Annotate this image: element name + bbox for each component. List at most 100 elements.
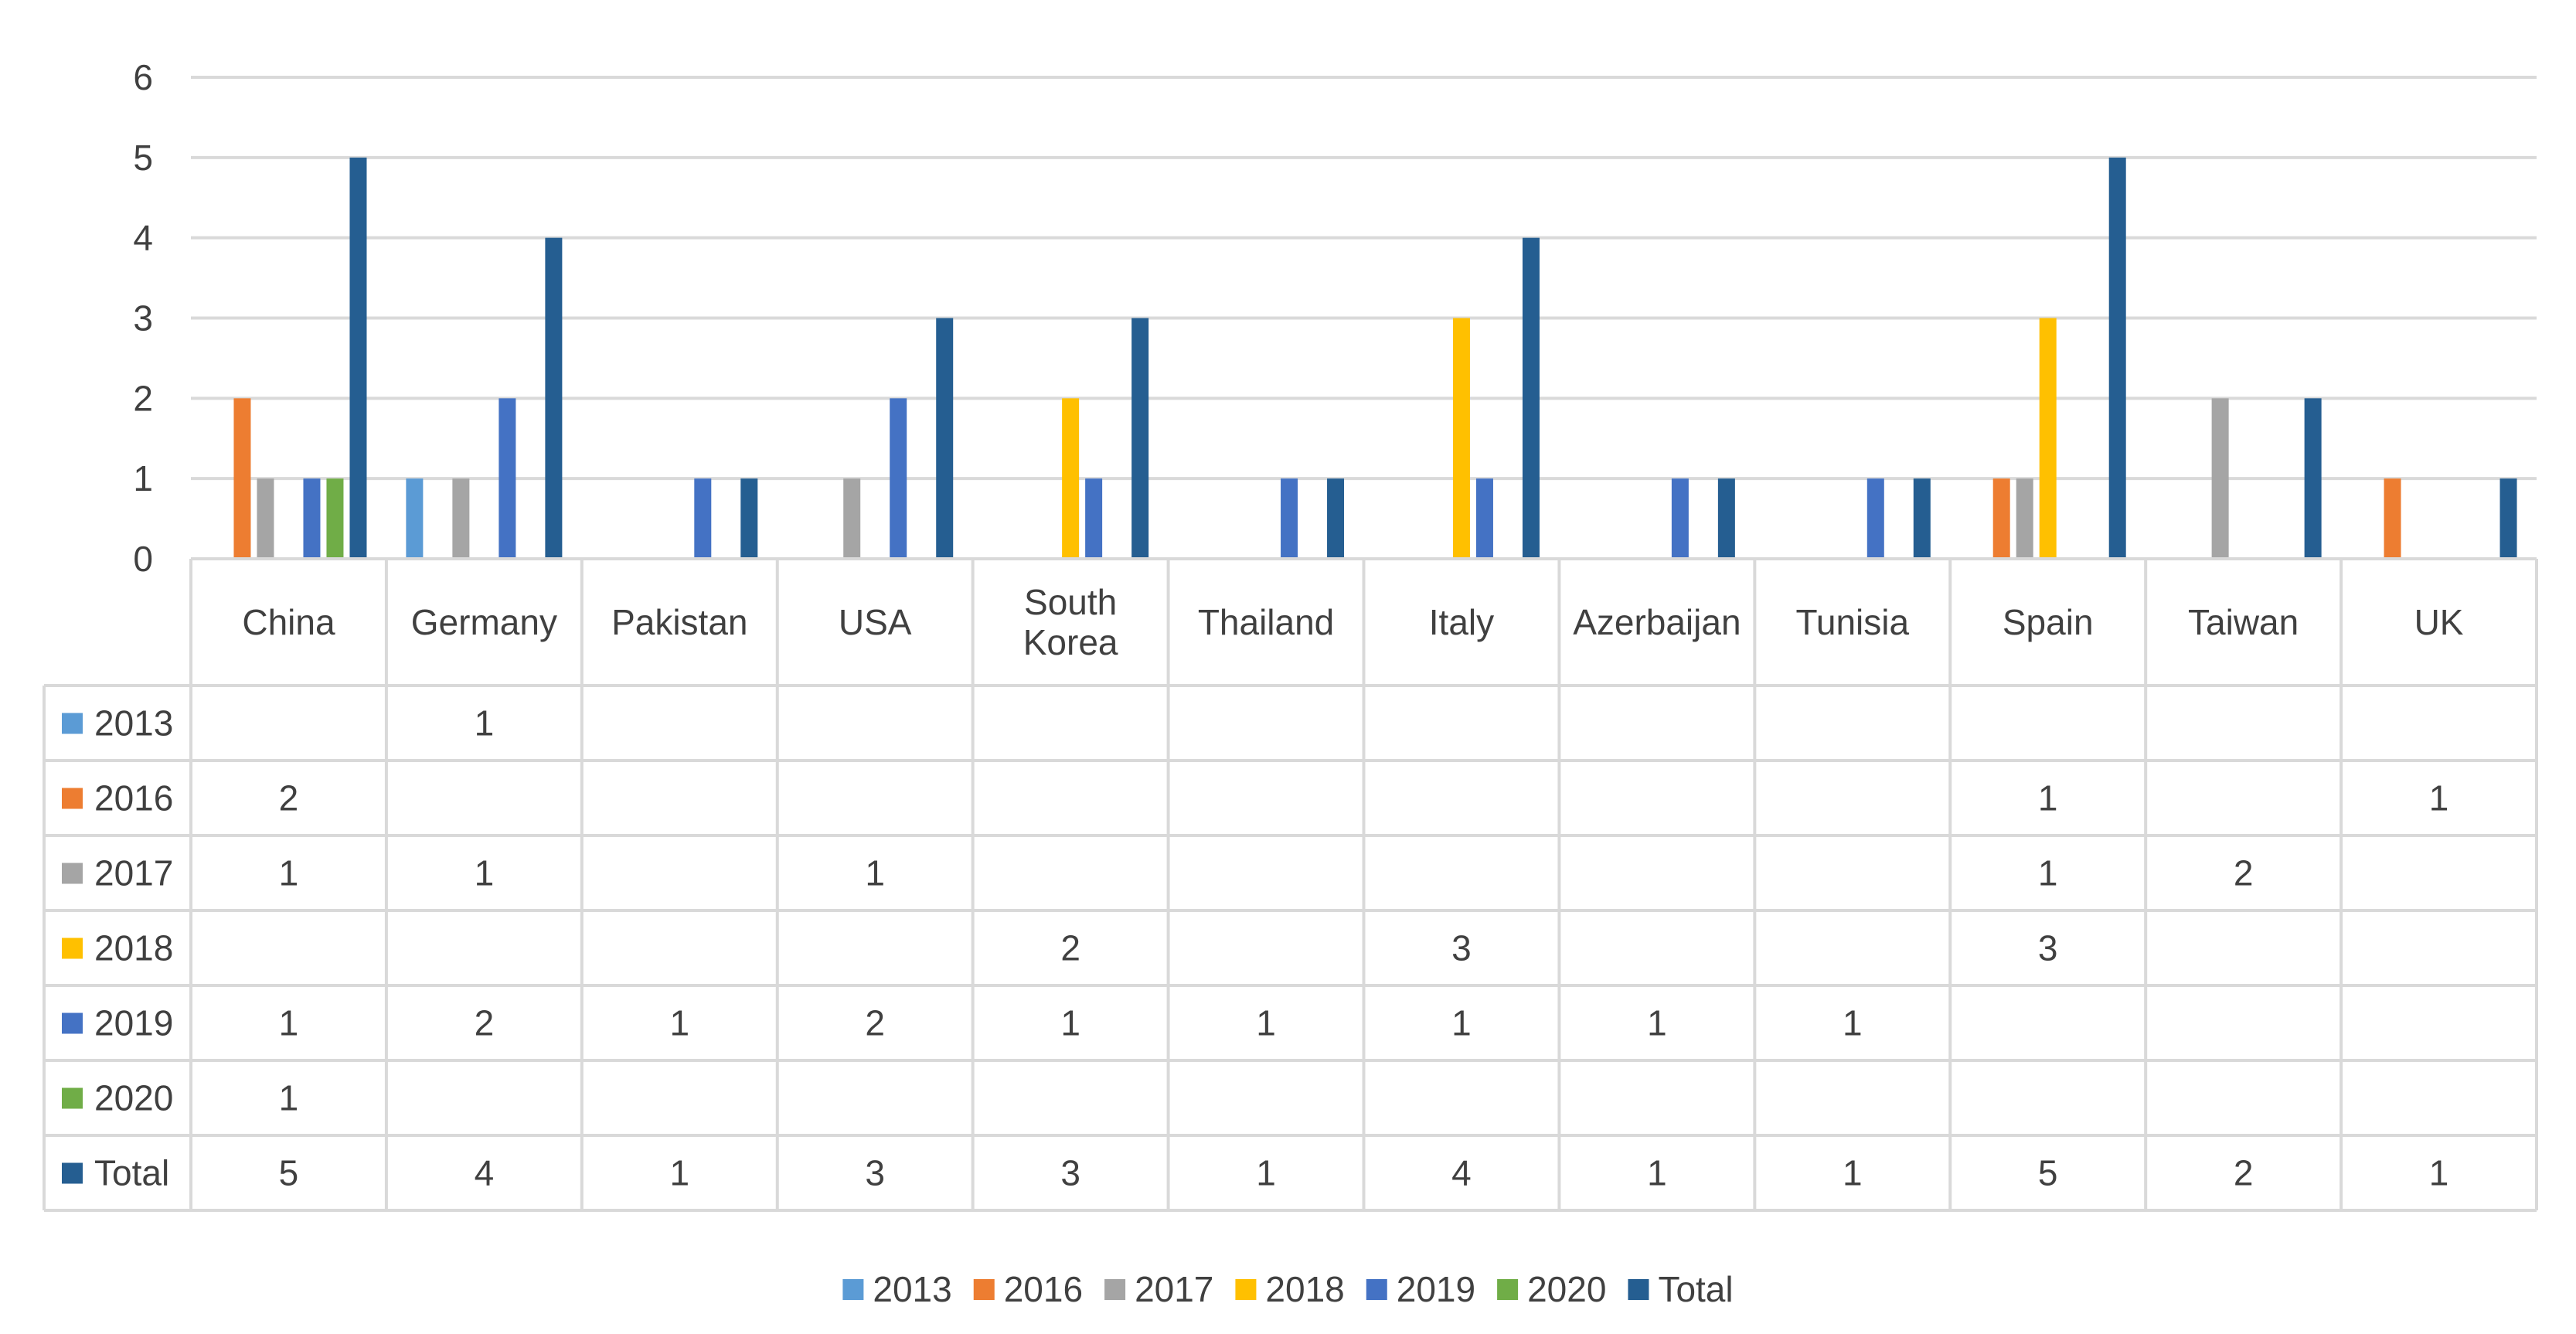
bar-total-usa [936,318,954,559]
bar-2016-china [233,398,251,559]
y-tick-label-0: 0 [133,539,153,579]
legend-key-2016 [973,1279,995,1300]
y-tick-label-3: 3 [133,298,153,339]
cell-total-thailand: 1 [1256,1153,1276,1193]
row-label-2017: 2017 [94,853,173,893]
legend-label-2016: 2016 [1004,1269,1083,1309]
row-key-2016 [62,788,83,809]
row-label-2020: 2020 [94,1078,173,1118]
cell-total-taiwan: 2 [2234,1153,2254,1193]
legend-label-2018: 2018 [1265,1269,1344,1309]
cell-2018-south-korea: 2 [1060,928,1080,968]
row-key-total [62,1162,83,1184]
bar-2017-spain [2016,478,2033,559]
legend-label-2013: 2013 [873,1269,951,1309]
cell-total-south-korea: 3 [1060,1153,1080,1193]
category-label-pakistan: Pakistan [611,602,747,642]
y-tick-label-6: 6 [133,57,153,97]
bar-2019-south-korea [1085,478,1103,559]
category-label-thailand: Thailand [1198,602,1334,642]
cell-2017-china: 1 [279,853,299,893]
row-key-2017 [62,863,83,884]
y-tick-label-2: 2 [133,378,153,418]
cell-2017-taiwan: 2 [2234,853,2254,893]
legend-key-2013 [842,1279,864,1300]
bar-total-pakistan [740,478,758,559]
category-label-germany: Germany [411,602,557,642]
bar-total-south-korea [1131,318,1149,559]
category-label-south-korea-line-1: South [1024,582,1117,622]
bar-total-tunisia [1913,478,1931,559]
cell-2019-germany: 2 [475,1003,495,1043]
bar-2019-germany [499,398,516,559]
category-label-usa: USA [839,602,912,642]
bar-2017-usa [843,478,861,559]
legend-label-2020: 2020 [1527,1269,1606,1309]
bar-2018-italy [1452,318,1470,559]
cell-2019-usa: 2 [865,1003,885,1043]
category-label-tunisia: Tunisia [1795,602,1909,642]
cell-2017-germany: 1 [475,853,495,893]
cell-2018-spain: 3 [2038,928,2058,968]
row-label-2016: 2016 [94,778,173,818]
cell-total-tunisia: 1 [1843,1153,1863,1193]
bar-total-germany [545,237,563,559]
category-label-azerbaijan: Azerbaijan [1573,602,1741,642]
bar-2018-south-korea [1062,398,1080,559]
row-label-2013: 2013 [94,703,173,744]
cell-2013-germany: 1 [475,703,495,744]
cell-2019-thailand: 1 [1256,1003,1276,1043]
bar-2017-taiwan [2211,398,2229,559]
cell-total-uk: 1 [2429,1153,2449,1193]
row-key-2018 [62,938,83,959]
bar-2019-china [303,478,321,559]
legend-label-2019: 2019 [1397,1269,1475,1309]
cell-total-azerbaijan: 1 [1647,1153,1667,1193]
cell-2017-usa: 1 [865,853,885,893]
cell-2016-uk: 1 [2429,778,2449,818]
y-tick-label-5: 5 [133,138,153,178]
category-label-spain: Spain [2003,602,2094,642]
cell-2019-china: 1 [279,1003,299,1043]
cell-2017-spain: 1 [2038,853,2058,893]
bar-2019-thailand [1281,478,1298,559]
cell-total-china: 5 [279,1153,299,1193]
bar-2019-azerbaijan [1671,478,1689,559]
bar-total-china [349,157,367,560]
cell-2019-pakistan: 1 [669,1003,689,1043]
bar-2016-spain [1992,478,2010,559]
y-tick-label-4: 4 [133,218,153,258]
cell-2020-china: 1 [279,1078,299,1118]
cell-total-germany: 4 [475,1153,495,1193]
category-label-italy: Italy [1429,602,1494,642]
cell-2016-spain: 1 [2038,778,2058,818]
row-label-2018: 2018 [94,928,173,968]
legend-label-2017: 2017 [1135,1269,1213,1309]
row-label-total: Total [94,1153,169,1193]
category-label-south-korea-line-2: Korea [1023,622,1118,662]
legend-key-2017 [1104,1279,1126,1300]
legend-key-2018 [1235,1279,1257,1300]
bar-2017-china [257,478,274,559]
cell-2018-italy: 3 [1451,928,1472,968]
cell-2019-azerbaijan: 1 [1647,1003,1667,1043]
cell-total-pakistan: 1 [669,1153,689,1193]
bar-2019-tunisia [1866,478,1884,559]
bar-2019-pakistan [694,478,712,559]
row-key-2013 [62,713,83,734]
cell-2019-south-korea: 1 [1060,1003,1080,1043]
bar-2016-uk [2384,478,2401,559]
legend-key-total [1628,1279,1649,1300]
y-tick-label-1: 1 [133,458,153,499]
legend-key-2020 [1497,1279,1519,1300]
row-label-2019: 2019 [94,1003,173,1043]
bar-total-azerbaijan [1717,478,1735,559]
cell-total-spain: 5 [2038,1153,2058,1193]
bar-2019-usa [890,398,907,559]
legend-label-total: Total [1658,1269,1733,1309]
bar-2013-germany [406,478,424,559]
category-label-taiwan: Taiwan [2188,602,2299,642]
cell-total-italy: 4 [1451,1153,1472,1193]
bar-2018-spain [2039,318,2057,559]
